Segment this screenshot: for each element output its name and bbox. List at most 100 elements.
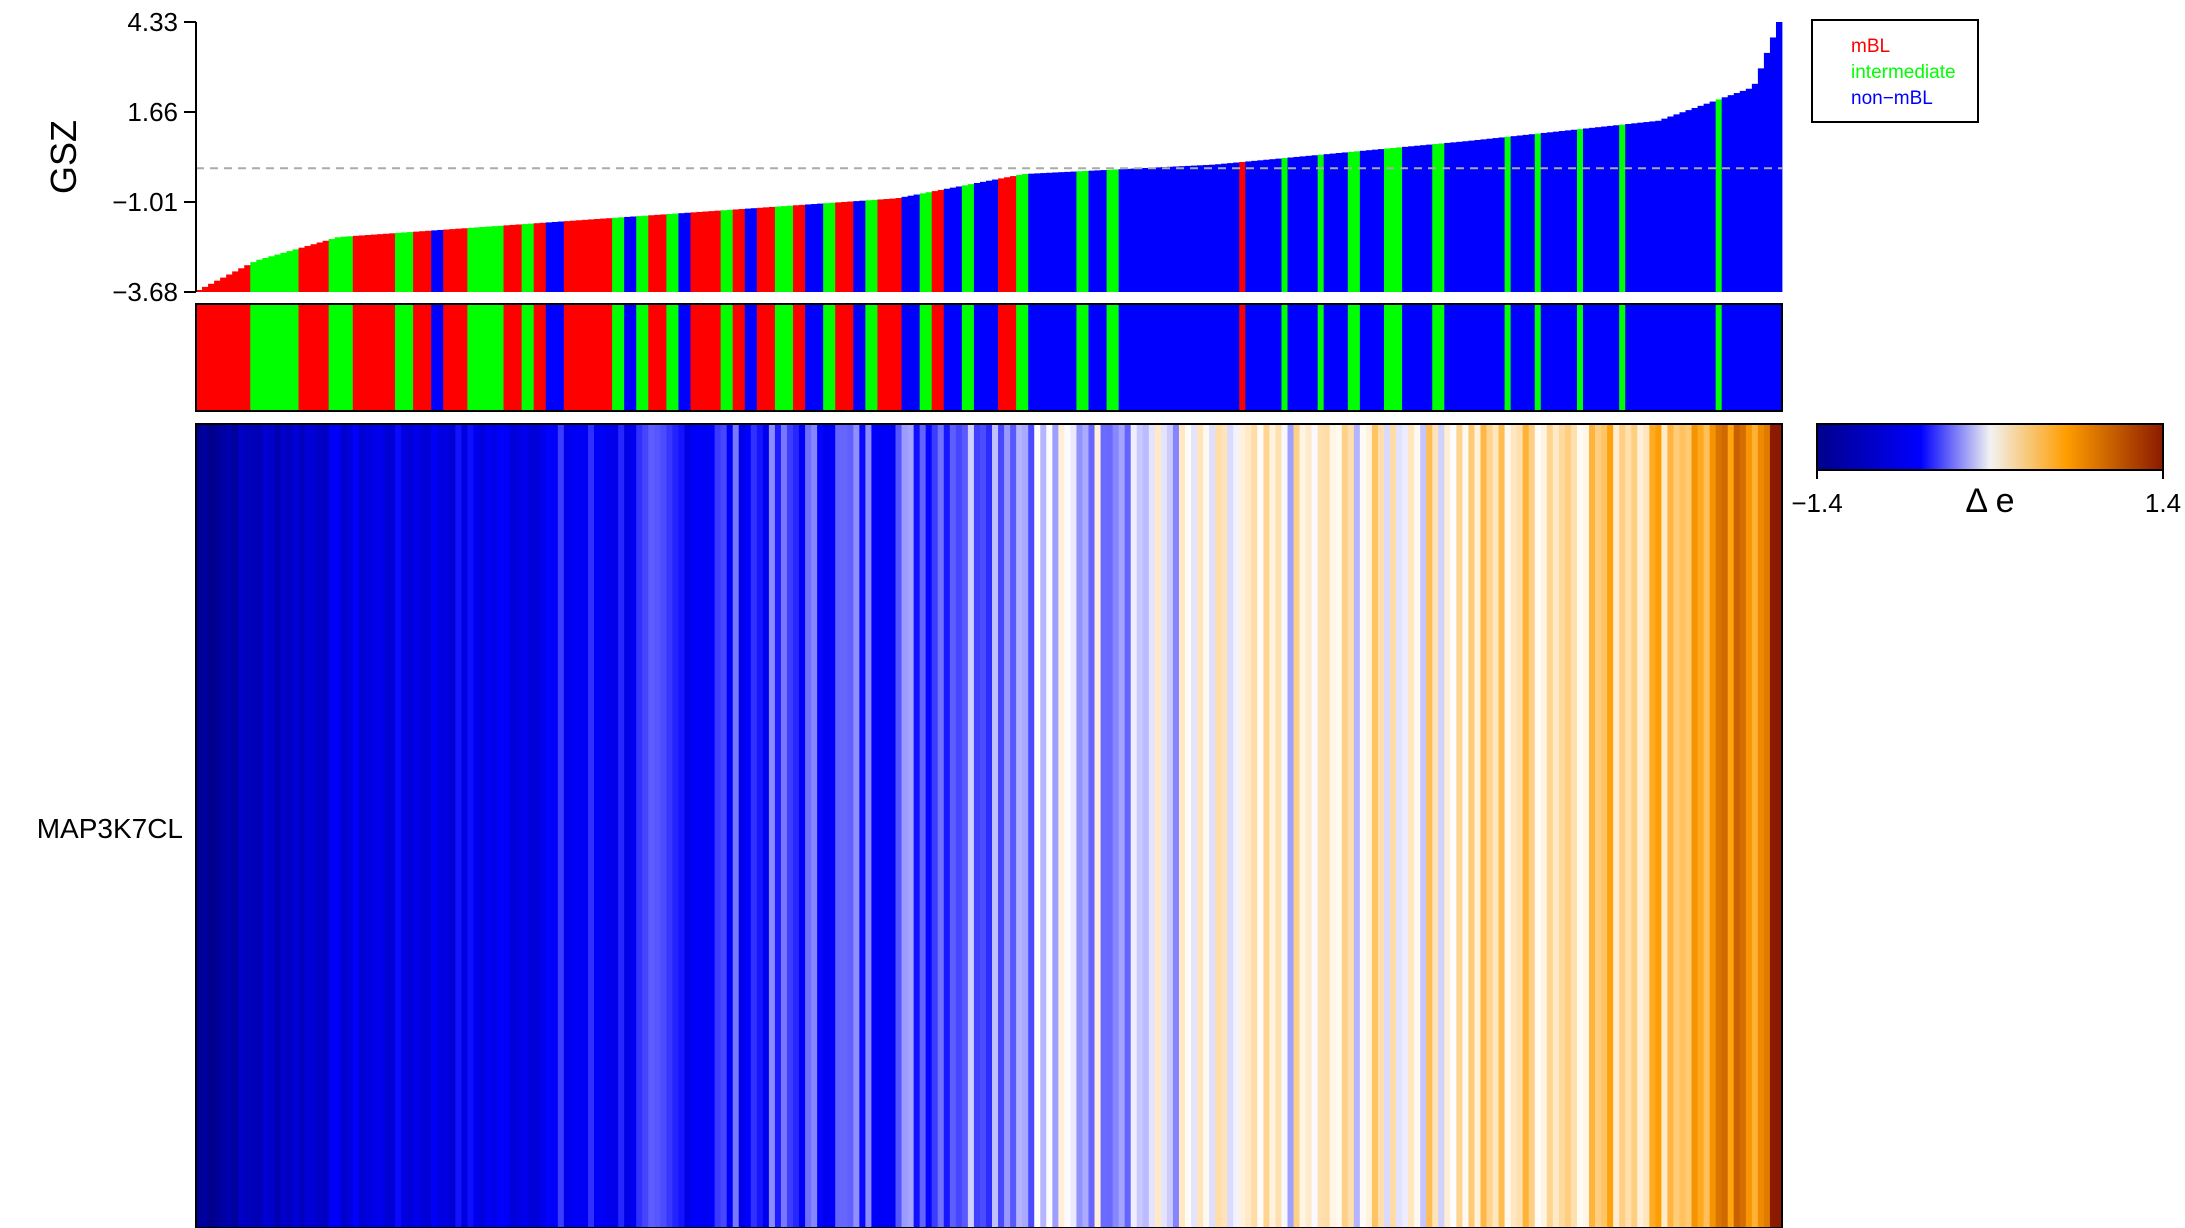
- gsz-bar: [1341, 152, 1349, 292]
- gsz-bar: [865, 200, 872, 292]
- group-cell: [1528, 305, 1536, 410]
- heatmap-cell: [1275, 425, 1282, 1227]
- gsz-bar: [1697, 105, 1704, 292]
- gsz-bar: [1359, 150, 1367, 292]
- heatmap-cell: [823, 425, 830, 1227]
- gsz-bar: [750, 208, 758, 292]
- group-cell: [1209, 305, 1216, 410]
- group-cell: [1227, 305, 1234, 410]
- heatmap-cell: [1353, 425, 1361, 1227]
- gsz-bar: [1311, 155, 1319, 292]
- heatmap-cell: [786, 425, 794, 1227]
- group-cell: [1040, 305, 1047, 410]
- heatmap-cell: [907, 425, 915, 1227]
- group-cell: [1299, 305, 1306, 410]
- group-cell: [883, 305, 890, 410]
- colorbar-max-label: 1.4: [2145, 488, 2181, 518]
- heatmap-cell: [467, 425, 474, 1227]
- gsz-bar: [672, 213, 679, 292]
- gsz-bar: [1166, 166, 1174, 292]
- group-cell: [232, 305, 239, 410]
- group-cell: [382, 305, 390, 410]
- gsz-bar: [654, 214, 661, 292]
- group-cell: [678, 305, 685, 410]
- heatmap-cell: [1227, 425, 1234, 1227]
- group-cell: [1329, 305, 1337, 410]
- heatmap-cell: [1691, 425, 1698, 1227]
- gsz-bar: [1420, 145, 1427, 292]
- heatmap-cell: [943, 425, 951, 1227]
- gsz-bar: [1625, 123, 1632, 292]
- group-cell: [630, 305, 637, 410]
- group-cell: [774, 305, 782, 410]
- heatmap-cell: [1052, 425, 1059, 1227]
- gsz-bar: [346, 236, 354, 292]
- gsz-bar: [1287, 157, 1294, 292]
- heatmap-cell: [1540, 425, 1548, 1227]
- gsz-bar: [1631, 123, 1638, 292]
- group-cell: [859, 305, 866, 410]
- group-cell: [539, 305, 547, 410]
- group-cell: [1016, 305, 1023, 410]
- heatmap-cell: [1420, 425, 1427, 1227]
- gsz-bar: [961, 185, 969, 292]
- group-cell: [292, 305, 299, 410]
- group-cell: [594, 305, 601, 410]
- y-tick-label: −1.01: [112, 187, 178, 217]
- gsz-bar: [1221, 163, 1228, 292]
- group-cell: [563, 305, 571, 410]
- group-cell: [1323, 305, 1331, 410]
- gsz-bar: [1703, 103, 1711, 292]
- heatmap-cell: [1106, 425, 1114, 1227]
- heatmap-cell: [1088, 425, 1095, 1227]
- group-cell: [1070, 305, 1077, 410]
- gsz-bar: [648, 215, 655, 292]
- gsz-bar: [352, 235, 360, 292]
- heatmap-cell: [1317, 425, 1325, 1227]
- group-cell: [1293, 305, 1300, 410]
- group-cell: [961, 305, 969, 410]
- group-cell: [1341, 305, 1349, 410]
- group-cell: [1396, 305, 1403, 410]
- heatmap-cell: [967, 425, 975, 1227]
- gsz-bar: [678, 213, 685, 292]
- heatmap-cell: [1558, 425, 1566, 1227]
- group-cell: [1576, 305, 1584, 410]
- group-cell: [376, 305, 384, 410]
- group-cell: [401, 305, 408, 410]
- gsz-bar: [841, 201, 848, 292]
- group-cell: [304, 305, 311, 410]
- group-cell: [1546, 305, 1554, 410]
- legend-entry-non-mbl: non−mBL: [1851, 88, 1933, 109]
- gsz-bar: [1438, 143, 1445, 292]
- group-cell: [901, 305, 908, 410]
- group-cell: [358, 305, 366, 410]
- heatmap-cell: [690, 425, 697, 1227]
- heatmap-cell: [738, 425, 746, 1227]
- heatmap: [196, 425, 1783, 1227]
- gsz-bar: [1064, 171, 1071, 292]
- heatmap-cell: [979, 425, 987, 1227]
- heatmap-cell: [1329, 425, 1337, 1227]
- group-cell: [551, 305, 559, 410]
- heatmap-cell: [497, 425, 504, 1227]
- gsz-bar: [600, 218, 607, 292]
- heatmap-cell: [799, 425, 806, 1227]
- heatmap-cell: [1576, 425, 1584, 1227]
- heatmap-cell: [1474, 425, 1481, 1227]
- gsz-bar: [376, 234, 384, 292]
- gsz-bar: [226, 274, 233, 292]
- group-cell: [533, 305, 541, 410]
- group-cell: [841, 305, 848, 410]
- group-cell: [1034, 305, 1041, 410]
- gsz-bar: [1715, 99, 1723, 292]
- gsz-bar: [1528, 134, 1536, 292]
- heatmap-cell: [720, 425, 728, 1227]
- heatmap-cell: [931, 425, 939, 1227]
- group-cell: [666, 305, 673, 410]
- group-cell: [1172, 305, 1180, 410]
- group-cell: [1046, 305, 1053, 410]
- group-cell: [250, 305, 257, 410]
- heatmap-cell: [232, 425, 239, 1227]
- group-cell: [1197, 305, 1204, 410]
